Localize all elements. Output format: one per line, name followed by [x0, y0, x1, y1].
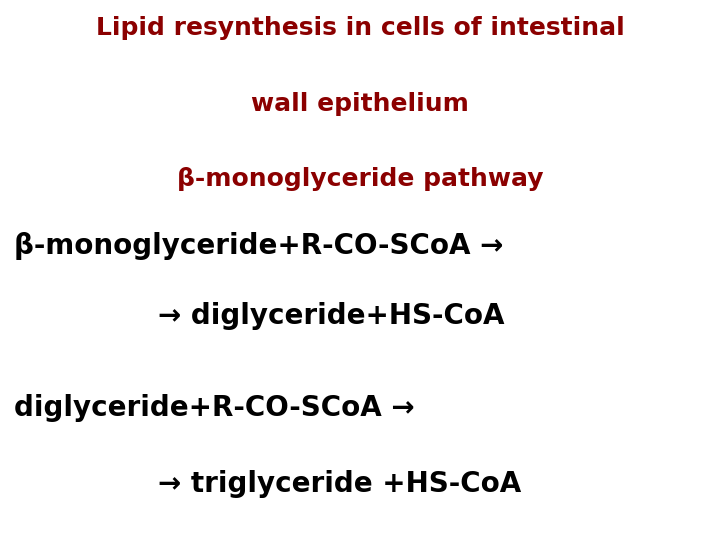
Text: → triglyceride +HS-CoA: → triglyceride +HS-CoA — [158, 470, 522, 498]
Text: Lipid resynthesis in cells of intestinal: Lipid resynthesis in cells of intestinal — [96, 16, 624, 40]
Text: → diglyceride+HS-CoA: → diglyceride+HS-CoA — [158, 302, 505, 330]
Text: β-monoglyceride+R-CO-SCoA →: β-monoglyceride+R-CO-SCoA → — [14, 232, 504, 260]
Text: wall epithelium: wall epithelium — [251, 92, 469, 116]
Text: diglyceride+R-CO-SCoA →: diglyceride+R-CO-SCoA → — [14, 394, 415, 422]
Text: β-monoglyceride pathway: β-monoglyceride pathway — [176, 167, 544, 191]
